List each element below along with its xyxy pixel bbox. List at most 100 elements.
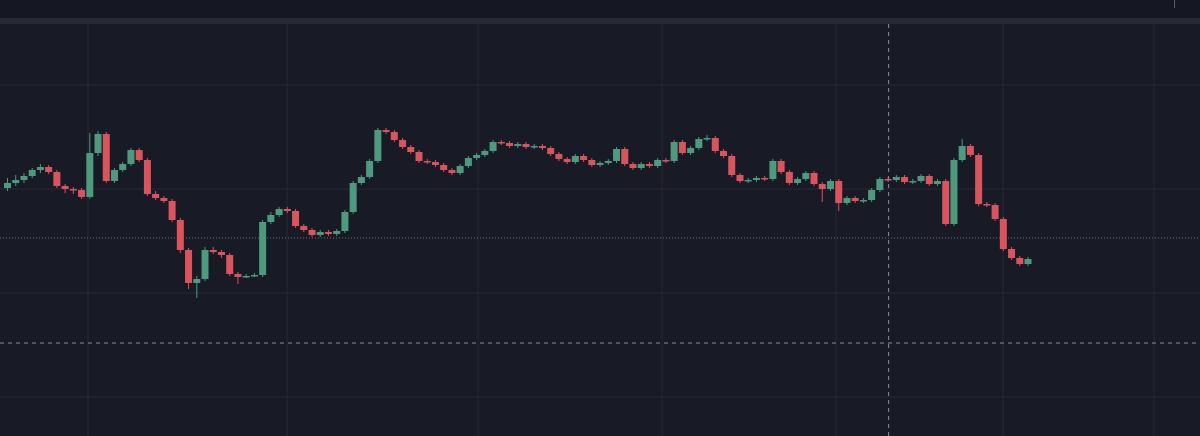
candle-up	[695, 139, 703, 148]
candle-up	[357, 177, 365, 183]
candle-down	[563, 159, 571, 162]
candle-down	[925, 176, 933, 184]
candle-up	[958, 146, 966, 160]
candle-down	[629, 164, 637, 168]
candle-up	[917, 176, 925, 181]
candle-down	[983, 204, 991, 206]
candle-down	[547, 148, 555, 154]
candle-up	[366, 161, 374, 177]
candle-up	[950, 160, 958, 224]
candle-down	[678, 142, 686, 153]
candle-down	[168, 201, 176, 220]
candle-down	[382, 130, 390, 132]
candle-down	[851, 198, 859, 201]
candlestick-chart[interactable]	[0, 24, 1200, 436]
candle-up	[36, 167, 44, 170]
candle-down	[1016, 258, 1024, 264]
candle-up	[604, 161, 612, 163]
candle-down	[588, 160, 596, 165]
candle-down	[415, 152, 423, 161]
candle-down	[835, 181, 843, 203]
candle-down	[300, 226, 308, 230]
candle-up	[514, 144, 522, 146]
candle-down	[720, 151, 728, 156]
candle-down	[53, 172, 61, 186]
candle-up	[4, 183, 11, 188]
candle-up	[127, 150, 135, 164]
candle-down	[423, 161, 431, 163]
candle-down	[399, 140, 407, 147]
candle-down	[818, 184, 826, 189]
candle-up	[28, 170, 36, 176]
candle-up	[86, 153, 94, 197]
candle-up	[571, 156, 579, 162]
candle-up	[259, 222, 267, 275]
candle-down	[580, 156, 588, 160]
candle-down	[785, 172, 793, 183]
candle-up	[909, 181, 917, 183]
candle-down	[152, 194, 160, 198]
candle-down	[160, 198, 168, 201]
candle-down	[431, 162, 439, 165]
candle-up	[12, 180, 20, 183]
candle-down	[176, 220, 184, 250]
candle-up	[637, 164, 645, 168]
candle-down	[506, 143, 514, 146]
candle-down	[324, 232, 332, 234]
candle-down	[621, 149, 629, 164]
candle-up	[275, 209, 283, 215]
candle-up	[613, 149, 621, 161]
candle-down	[283, 209, 291, 211]
candle-up	[481, 151, 489, 155]
candle-down	[497, 142, 505, 144]
candle-down	[901, 177, 909, 182]
candle-up	[752, 178, 760, 180]
candle-down	[61, 186, 69, 189]
candle-up	[1024, 259, 1032, 264]
candle-down	[711, 138, 719, 151]
candle-up	[374, 130, 382, 161]
candle-down	[736, 175, 744, 181]
candle-down	[217, 252, 225, 255]
candle-down	[942, 181, 950, 224]
candle-up	[341, 212, 349, 231]
candle-up	[744, 180, 752, 182]
candle-down	[185, 250, 193, 283]
candle-up	[250, 275, 258, 277]
candle-up	[456, 166, 464, 173]
candle-up	[473, 155, 481, 158]
candle-down	[728, 156, 736, 175]
candle-up	[596, 163, 604, 165]
candle-up	[827, 181, 834, 189]
candle-down	[440, 165, 448, 170]
candle-up	[654, 160, 662, 166]
candle-up	[703, 138, 711, 140]
candle-down	[975, 155, 983, 204]
candle-down	[522, 144, 530, 147]
candle-up	[119, 164, 127, 170]
candle-up	[94, 134, 102, 153]
candle-down	[135, 150, 143, 160]
toolbar-tick	[1174, 0, 1175, 8]
candle-down	[966, 146, 974, 155]
candle-down	[390, 132, 398, 140]
candle-up	[20, 176, 28, 180]
candle-down	[45, 167, 53, 172]
candle-up	[868, 190, 876, 200]
candle-down	[538, 146, 546, 148]
candle-up	[892, 177, 900, 180]
candle-up	[201, 250, 209, 279]
candle-down	[662, 160, 670, 162]
candle-up	[242, 276, 250, 278]
candle-down	[1008, 249, 1016, 258]
candle-up	[876, 179, 884, 190]
candle-up	[802, 173, 810, 179]
candle-up	[670, 142, 678, 161]
candle-up	[859, 200, 867, 202]
candle-up	[333, 231, 341, 234]
candle-up	[769, 161, 777, 179]
candle-down	[407, 147, 415, 152]
candle-down	[645, 164, 653, 166]
candle-down	[777, 161, 785, 172]
candle-up	[687, 148, 695, 153]
